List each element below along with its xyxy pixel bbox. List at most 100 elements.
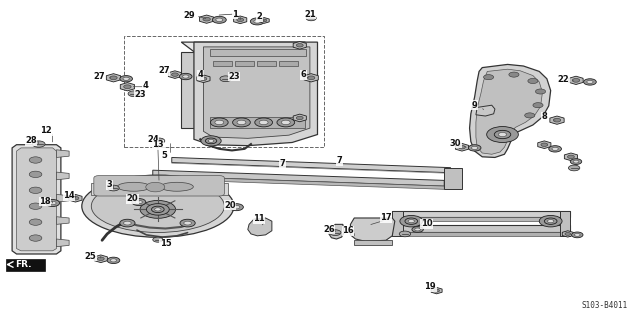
- Circle shape: [547, 220, 554, 223]
- Circle shape: [400, 215, 423, 227]
- Polygon shape: [476, 105, 495, 116]
- Circle shape: [399, 231, 411, 237]
- Circle shape: [212, 16, 226, 23]
- Circle shape: [206, 138, 216, 143]
- Circle shape: [210, 118, 228, 127]
- Circle shape: [29, 203, 42, 209]
- Circle shape: [471, 146, 478, 149]
- Circle shape: [49, 201, 56, 205]
- Circle shape: [528, 78, 538, 84]
- Circle shape: [254, 20, 261, 23]
- Polygon shape: [57, 217, 69, 224]
- Polygon shape: [444, 168, 462, 189]
- Circle shape: [201, 136, 221, 146]
- Circle shape: [541, 143, 548, 147]
- Circle shape: [572, 78, 580, 82]
- Circle shape: [29, 219, 42, 225]
- Circle shape: [205, 138, 217, 144]
- Circle shape: [415, 228, 420, 231]
- Circle shape: [250, 18, 264, 25]
- Polygon shape: [213, 61, 232, 66]
- Polygon shape: [455, 143, 469, 151]
- Text: 4: 4: [142, 81, 148, 90]
- FancyBboxPatch shape: [94, 176, 224, 196]
- Polygon shape: [57, 195, 69, 202]
- Circle shape: [533, 103, 543, 108]
- Circle shape: [179, 73, 192, 80]
- Circle shape: [255, 118, 272, 127]
- Polygon shape: [172, 157, 451, 173]
- Circle shape: [120, 76, 133, 82]
- Circle shape: [552, 147, 558, 150]
- Text: 20: 20: [126, 194, 138, 204]
- Circle shape: [203, 17, 210, 21]
- Circle shape: [570, 159, 582, 164]
- Circle shape: [108, 185, 119, 191]
- Circle shape: [306, 16, 316, 21]
- Polygon shape: [293, 42, 306, 49]
- Polygon shape: [293, 114, 306, 122]
- Text: 7: 7: [337, 156, 342, 165]
- Circle shape: [124, 221, 131, 225]
- Circle shape: [573, 160, 579, 163]
- Polygon shape: [234, 16, 247, 24]
- Circle shape: [46, 199, 60, 206]
- Polygon shape: [392, 225, 570, 232]
- Text: 9: 9: [472, 101, 478, 110]
- Circle shape: [208, 140, 214, 142]
- Text: 6: 6: [300, 70, 307, 79]
- Polygon shape: [210, 49, 306, 56]
- Circle shape: [434, 289, 439, 292]
- Circle shape: [135, 200, 142, 204]
- Circle shape: [97, 257, 104, 260]
- Text: 27: 27: [93, 72, 105, 81]
- Circle shape: [216, 18, 223, 21]
- Polygon shape: [197, 75, 210, 83]
- Circle shape: [229, 204, 243, 211]
- Circle shape: [297, 116, 303, 120]
- Circle shape: [468, 145, 481, 151]
- Circle shape: [220, 76, 231, 82]
- Text: 25: 25: [85, 252, 97, 261]
- Circle shape: [498, 132, 507, 137]
- Polygon shape: [120, 83, 135, 91]
- Polygon shape: [106, 74, 121, 82]
- Text: 17: 17: [380, 213, 392, 222]
- Circle shape: [132, 198, 146, 205]
- Text: 28: 28: [25, 136, 37, 145]
- Circle shape: [495, 131, 511, 139]
- Circle shape: [568, 165, 580, 171]
- Circle shape: [32, 141, 45, 147]
- Text: 27: 27: [158, 66, 170, 75]
- Circle shape: [146, 182, 165, 192]
- Text: 12: 12: [41, 126, 52, 135]
- Circle shape: [147, 204, 170, 215]
- Text: 19: 19: [424, 282, 436, 291]
- Polygon shape: [210, 117, 305, 128]
- Circle shape: [152, 206, 164, 212]
- Polygon shape: [279, 61, 298, 66]
- Circle shape: [330, 230, 341, 236]
- Circle shape: [587, 80, 593, 84]
- Circle shape: [553, 118, 561, 122]
- Polygon shape: [12, 145, 61, 254]
- Circle shape: [29, 235, 42, 241]
- Circle shape: [277, 118, 295, 127]
- Circle shape: [237, 18, 244, 21]
- Polygon shape: [562, 231, 573, 237]
- Circle shape: [584, 79, 596, 85]
- Circle shape: [525, 113, 535, 118]
- Circle shape: [307, 76, 315, 80]
- Polygon shape: [153, 170, 444, 186]
- Circle shape: [154, 138, 165, 144]
- Circle shape: [182, 75, 189, 78]
- Circle shape: [262, 19, 267, 22]
- Text: 26: 26: [323, 225, 335, 234]
- Polygon shape: [181, 52, 194, 128]
- Text: 7: 7: [280, 159, 286, 168]
- Circle shape: [539, 215, 562, 227]
- Circle shape: [408, 220, 415, 223]
- Circle shape: [544, 218, 557, 224]
- Polygon shape: [94, 255, 107, 263]
- Text: 4: 4: [197, 70, 203, 79]
